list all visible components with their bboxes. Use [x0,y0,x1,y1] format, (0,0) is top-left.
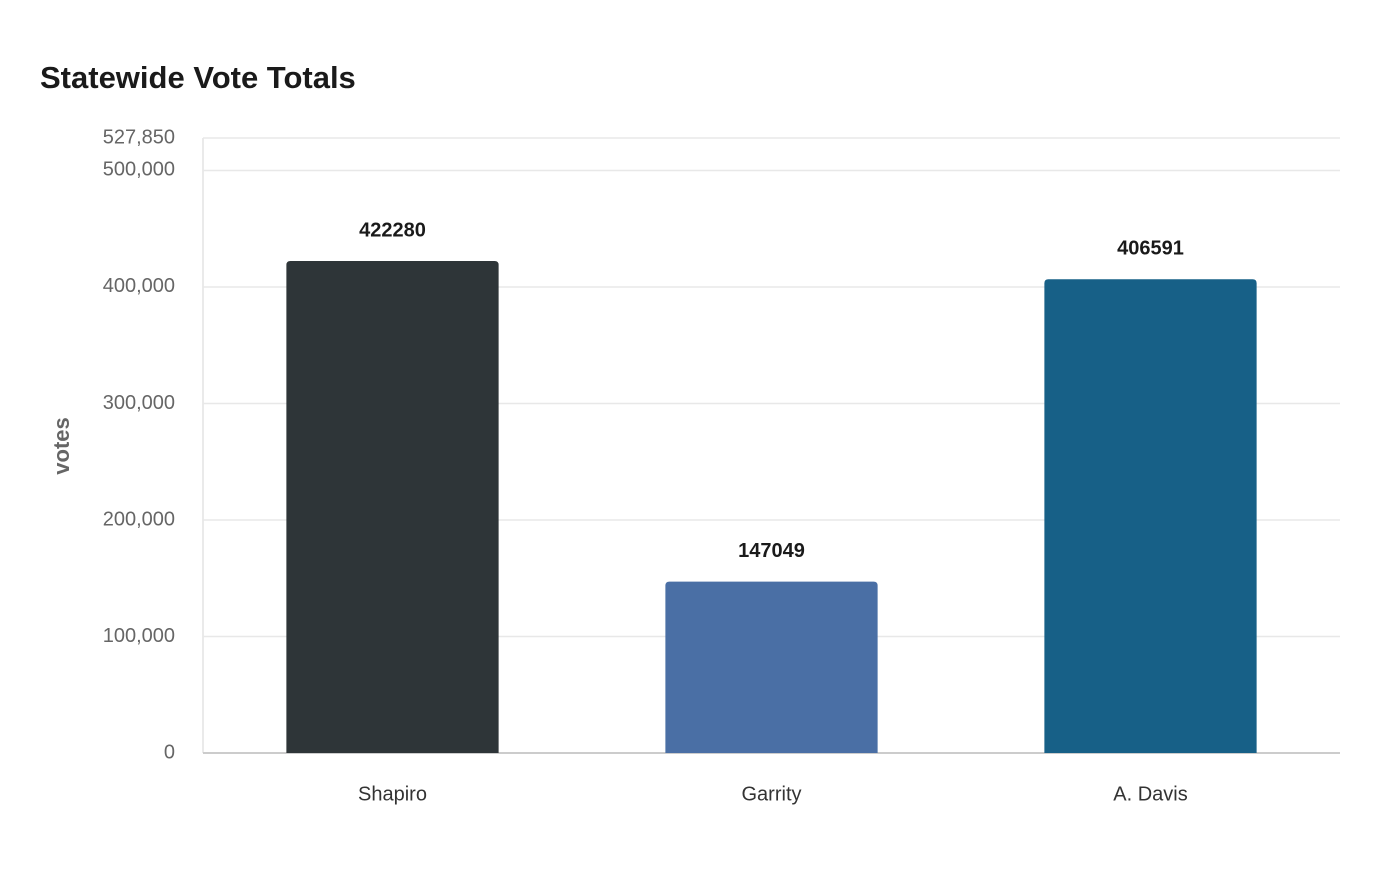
y-tick-label: 100,000 [103,625,175,647]
value-label: 422280 [359,219,426,241]
y-tick-label: 400,000 [103,275,175,297]
y-tick-label: 200,000 [103,508,175,530]
y-tick-label: 500,000 [103,159,175,181]
y-tick-label: 300,000 [103,392,175,414]
x-tick-label: Shapiro [358,783,427,805]
y-axis-label: votes [49,417,74,474]
x-tick-label: A. Davis [1113,783,1187,805]
y-tick-label: 0 [164,741,175,763]
bar [286,261,499,753]
bar [1044,279,1257,753]
y-tick-label: 527,850 [103,126,175,148]
value-label: 147049 [738,540,805,562]
value-label: 406591 [1117,238,1184,260]
bar [665,581,878,753]
x-tick-label: Garrity [742,783,802,805]
chart-title: Statewide Vote Totals [40,60,356,95]
